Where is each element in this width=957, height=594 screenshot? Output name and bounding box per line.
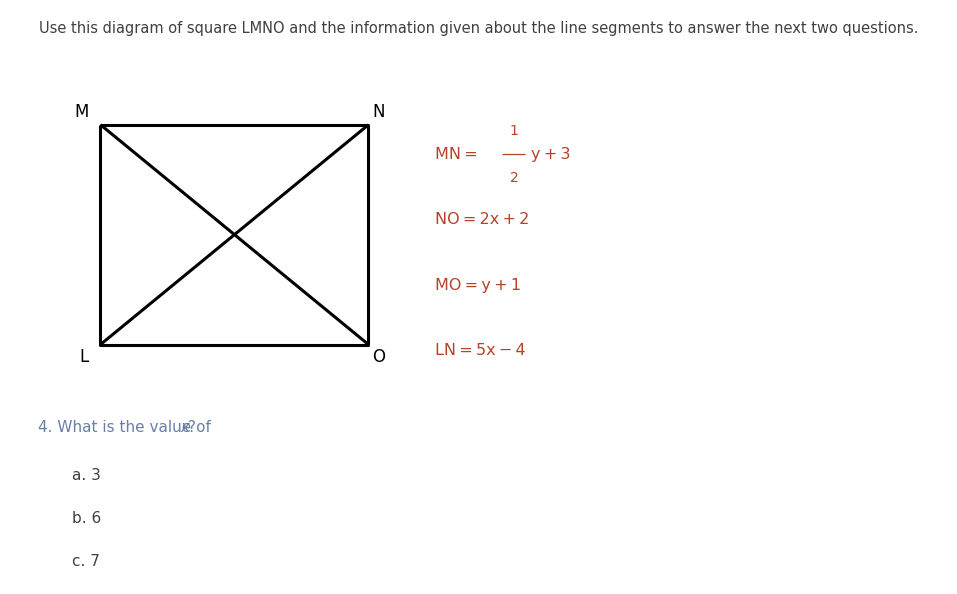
Text: 4. What is the value of: 4. What is the value of [38,420,216,435]
Text: a. 3: a. 3 [72,467,100,483]
Text: N: N [372,103,385,121]
Text: M: M [75,103,89,121]
Text: ?: ? [188,420,195,435]
Text: MO = y + 1: MO = y + 1 [435,277,522,293]
Text: b. 6: b. 6 [72,511,101,526]
Text: 2: 2 [509,171,519,185]
Text: L: L [79,348,89,366]
Text: NO = 2x + 2: NO = 2x + 2 [435,212,530,228]
Text: 1: 1 [509,124,519,138]
Text: c. 7: c. 7 [72,554,100,570]
Text: x: x [180,420,189,435]
Text: O: O [372,348,385,366]
Text: LN = 5x − 4: LN = 5x − 4 [435,343,526,358]
Text: Use this diagram of square LMNO and the information given about the line segment: Use this diagram of square LMNO and the … [38,21,919,36]
Text: MN =: MN = [435,147,481,162]
Text: y + 3: y + 3 [531,147,570,162]
